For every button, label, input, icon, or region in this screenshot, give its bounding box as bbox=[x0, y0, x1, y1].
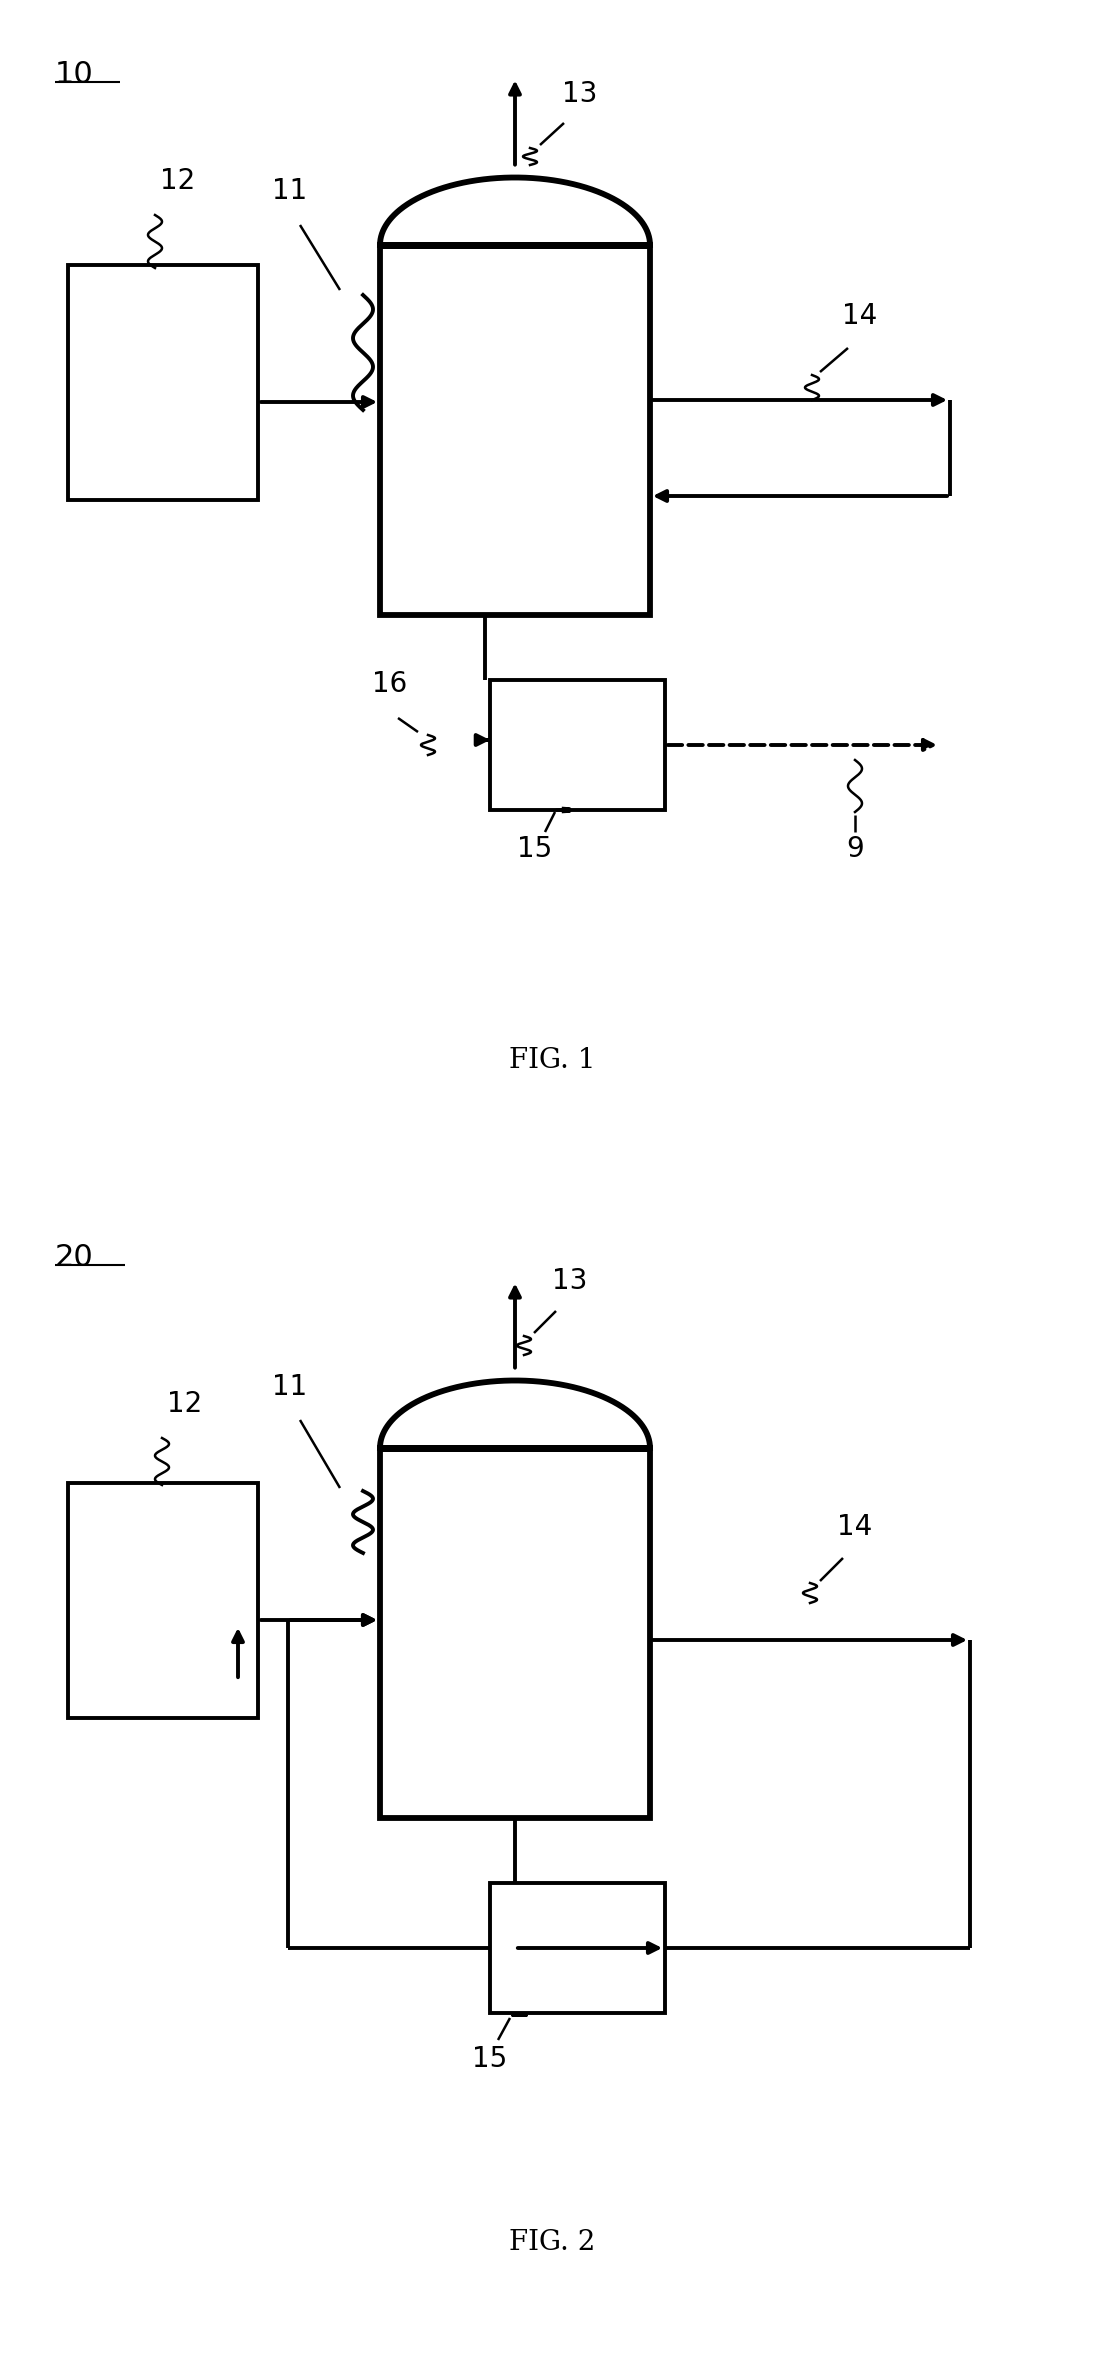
Text: 13: 13 bbox=[552, 1266, 587, 1295]
Text: FIG. 2: FIG. 2 bbox=[509, 2230, 595, 2256]
Text: 16: 16 bbox=[372, 670, 407, 698]
Text: 11: 11 bbox=[273, 178, 308, 206]
Text: 10: 10 bbox=[55, 59, 94, 90]
Text: 14: 14 bbox=[837, 1513, 872, 1541]
Polygon shape bbox=[68, 1484, 258, 1718]
Text: FIG. 1: FIG. 1 bbox=[509, 1046, 595, 1075]
Text: 9: 9 bbox=[846, 836, 863, 864]
Polygon shape bbox=[68, 265, 258, 499]
Polygon shape bbox=[380, 1449, 650, 1818]
Text: 15: 15 bbox=[518, 836, 553, 864]
Text: 12: 12 bbox=[168, 1389, 203, 1418]
Text: 15: 15 bbox=[473, 2045, 508, 2073]
Text: 11: 11 bbox=[273, 1373, 308, 1401]
Text: 20: 20 bbox=[55, 1243, 94, 1271]
Text: 12: 12 bbox=[160, 168, 195, 194]
Text: 13: 13 bbox=[562, 80, 597, 109]
Polygon shape bbox=[490, 1884, 665, 2012]
Polygon shape bbox=[490, 679, 665, 810]
Polygon shape bbox=[380, 246, 650, 615]
Text: 14: 14 bbox=[842, 303, 878, 329]
